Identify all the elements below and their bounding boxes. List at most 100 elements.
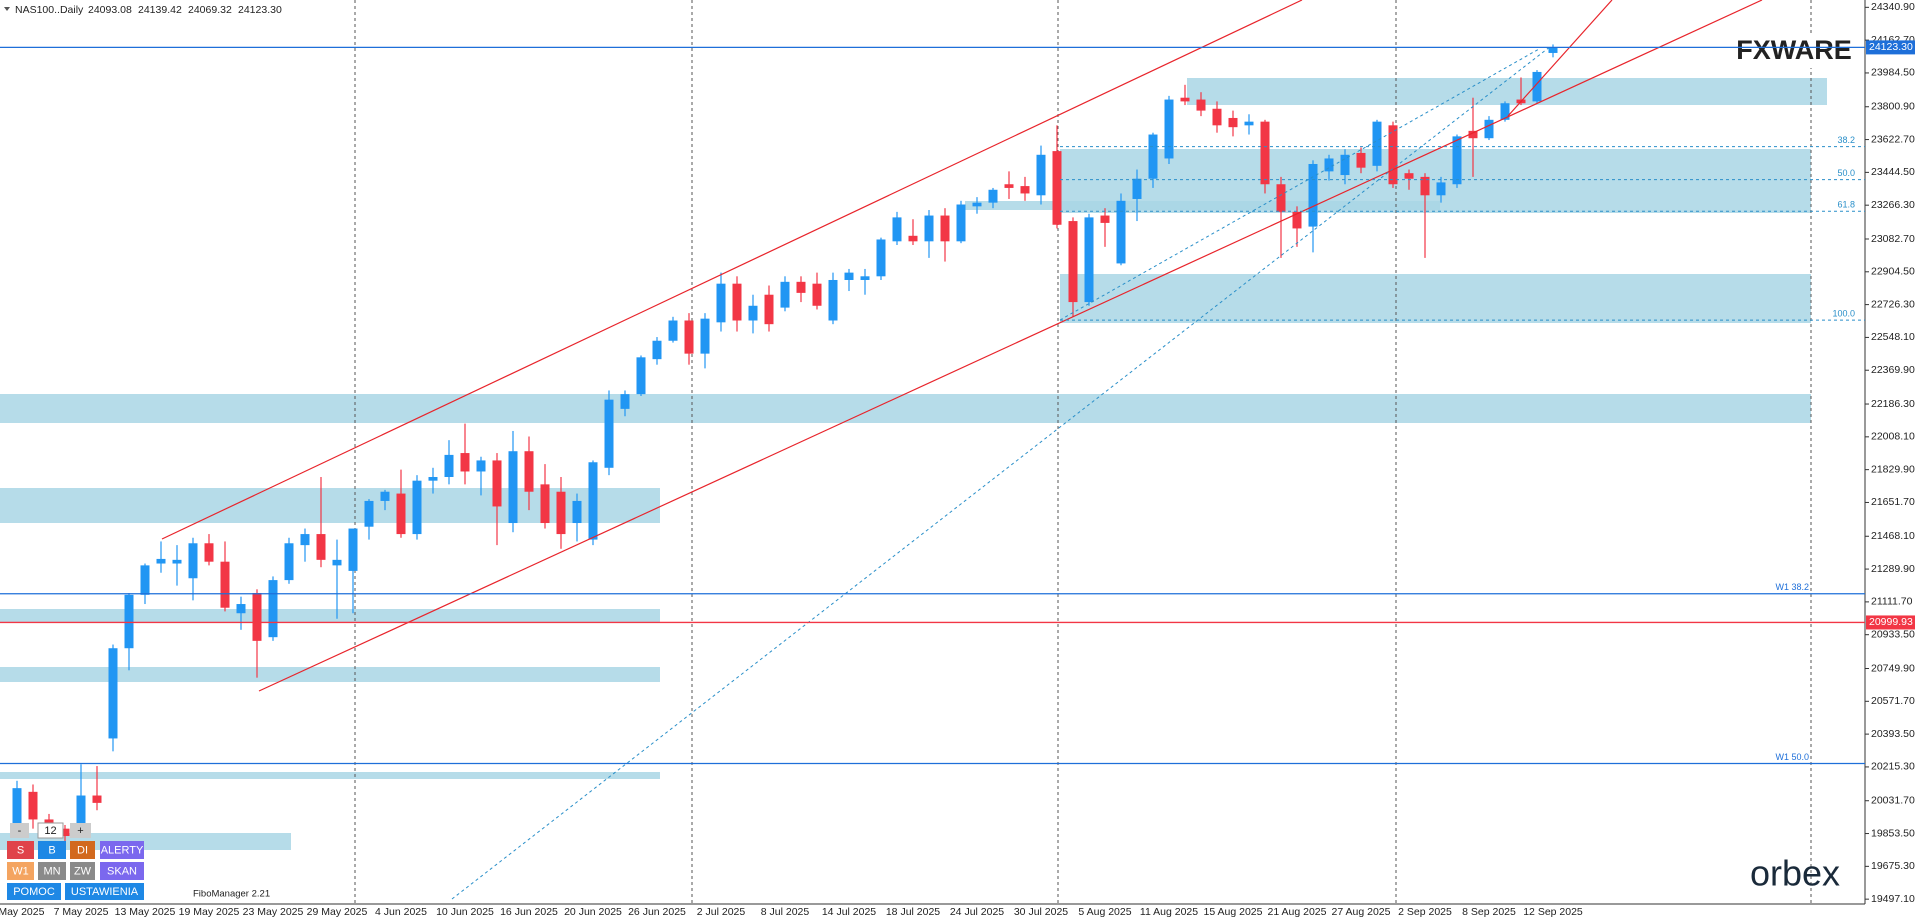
y-tick-label: 22904.50: [1871, 266, 1915, 278]
candle-body: [124, 594, 134, 649]
trend-line: [258, 0, 1763, 692]
candle-body: [1484, 119, 1494, 139]
symbol: NAS100..Daily: [15, 4, 84, 16]
logo-fxware: FXWARE: [1736, 35, 1852, 65]
button-w1[interactable]: [7, 862, 34, 880]
candle-body: [780, 281, 790, 308]
y-tick-label: 22186.30: [1871, 398, 1915, 410]
x-tick-label: 2 Jul 2025: [697, 906, 746, 918]
fib-line: [1059, 48, 1540, 321]
candle-body: [1388, 125, 1398, 185]
fib-level-label: 38.2: [1837, 135, 1855, 145]
y-tick-label: 21468.10: [1871, 530, 1915, 542]
candle-body: [828, 279, 838, 321]
price-label: 24123.30: [1869, 41, 1913, 53]
y-tick-label: 19497.10: [1871, 893, 1915, 905]
button-mn[interactable]: [38, 862, 66, 880]
toolbar: - 12 + S B DI ALERTY W1 MN ZW SKAN POMOC…: [7, 822, 144, 900]
x-tick-label: 8 Jul 2025: [761, 906, 810, 918]
candle-body: [1500, 103, 1510, 120]
candle-body: [1004, 184, 1014, 188]
candle-body: [1020, 186, 1030, 194]
candle-body: [1100, 215, 1110, 223]
stepper-plus[interactable]: [70, 823, 91, 838]
candle-body: [908, 235, 918, 242]
button-label: USTAWIENIA: [71, 886, 139, 898]
candle-body: [572, 500, 582, 524]
candle-body: [284, 543, 294, 581]
button-b[interactable]: [38, 841, 66, 859]
candle-body: [28, 791, 38, 820]
y-tick-label: 21111.70: [1871, 596, 1913, 608]
zone: [0, 394, 1811, 423]
candle-body: [60, 828, 70, 837]
stepper-value[interactable]: [37, 822, 64, 839]
ohlc-open: 24093.08: [88, 4, 132, 16]
collapse-icon[interactable]: [4, 7, 10, 11]
x-tick-label: 23 May 2025: [243, 906, 304, 918]
x-tick-label: 8 Sep 2025: [1462, 906, 1516, 918]
candle-body: [508, 451, 518, 524]
candle-body: [1260, 121, 1270, 185]
x-tick-label: 19 May 2025: [179, 906, 240, 918]
button-pomoc[interactable]: [7, 883, 61, 900]
x-tick-label: 24 Jul 2025: [950, 906, 1004, 918]
candle-body: [812, 283, 822, 306]
candle-body: [1148, 134, 1158, 179]
y-tick-label: 19853.50: [1871, 827, 1915, 839]
candle-body: [380, 491, 390, 501]
zone: [965, 201, 1440, 210]
y-tick-label: 24340.90: [1871, 1, 1915, 13]
candle-body: [156, 558, 166, 564]
candle-body: [1532, 71, 1542, 102]
y-tick-label: 22008.10: [1871, 431, 1915, 443]
x-tick-label: 27 Aug 2025: [1332, 906, 1391, 918]
candle-body: [524, 451, 534, 492]
logo-orbex: orbex: [1750, 853, 1840, 894]
candle-body: [236, 604, 246, 614]
x-tick-label: 4 Jun 2025: [375, 906, 427, 918]
y-tick-label: 22369.90: [1871, 364, 1915, 376]
x-tick-label: 11 Aug 2025: [1140, 906, 1198, 918]
stepper-plus-label: +: [77, 825, 83, 837]
x-tick-label: 26 Jun 2025: [628, 906, 686, 918]
ohlc-close: 24123.30: [238, 4, 282, 16]
y-tick-label: 19675.30: [1871, 860, 1915, 872]
fib-level-label: 61.8: [1837, 200, 1855, 210]
price-label-box: [1866, 40, 1915, 55]
button-label: ZW: [74, 865, 92, 877]
stepper-minus[interactable]: [10, 823, 29, 838]
zone: [1187, 78, 1827, 105]
candle-body: [1292, 211, 1302, 229]
candle-body: [1228, 117, 1238, 128]
candle-body: [300, 534, 310, 546]
button-zw[interactable]: [70, 862, 95, 880]
candle-body: [940, 215, 950, 242]
fib-line: [451, 45, 1552, 900]
trend-line: [1507, 0, 1613, 117]
button-skan[interactable]: [100, 862, 144, 880]
candle-body: [12, 788, 22, 825]
candle-body: [1324, 158, 1334, 172]
candle-body: [636, 357, 646, 395]
button-s[interactable]: [7, 841, 34, 859]
x-tick-label: 30 Jul 2025: [1014, 906, 1068, 918]
y-tick-label: 21651.70: [1871, 496, 1915, 508]
candle-body: [364, 500, 374, 527]
candle-body: [604, 399, 614, 468]
button-ustawienia[interactable]: [65, 883, 144, 900]
candle-body: [716, 283, 726, 323]
x-tick-label: 20 Jun 2025: [564, 906, 622, 918]
stepper-value-label: 12: [44, 825, 56, 837]
y-tick-label: 23984.50: [1871, 67, 1915, 79]
x-tick-label: 2 Sep 2025: [1398, 906, 1452, 918]
candle-body: [1452, 136, 1462, 185]
y-tick-label: 20933.50: [1871, 628, 1915, 640]
button-di[interactable]: [70, 841, 95, 859]
candle-body: [1404, 173, 1414, 179]
button-label: POMOC: [13, 886, 55, 898]
button-alerty[interactable]: [100, 841, 144, 859]
price-label: 20999.93: [1869, 616, 1913, 628]
candle-body: [732, 283, 742, 321]
